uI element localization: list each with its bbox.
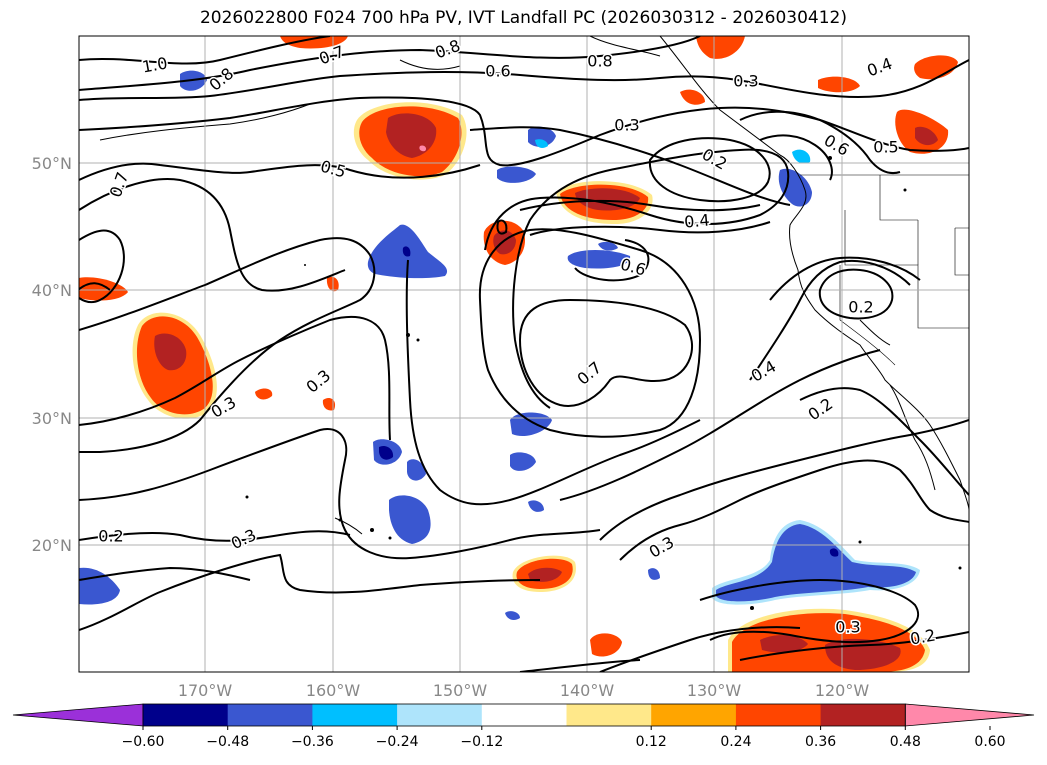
map-layers [79,36,969,672]
pv-negative-region [497,166,536,183]
pv-positive-region [322,398,336,411]
contour-label: 0.3 [733,72,758,91]
colorbar-outline [142,703,906,727]
colorbar-tick-label: −0.36 [291,734,334,750]
lon-tick-label: 140°W [560,681,615,700]
pv-positive-region [154,333,187,371]
colorbar-tick-label: 0.24 [720,734,751,750]
pv-negative-region [778,168,812,207]
contour-label: 0.5 [873,138,898,157]
lon-tick-label: 160°W [306,681,361,700]
colorbar [12,703,1035,727]
colorbar-segment [820,704,906,726]
pv-negative-region [792,149,811,164]
contour-label: 0.6 [485,62,510,81]
pv-positive-region [419,145,427,152]
contour-label: 0.2 [98,527,123,546]
pv-negative-region [598,241,618,251]
pv-negative-region [510,452,536,471]
pv-positive-region [575,188,640,211]
lon-tick-label: 150°W [433,681,488,700]
colorbar-tick-label: 0.36 [805,734,836,750]
pv-positive-region [255,388,273,400]
lon-tick-label: 170°W [178,681,233,700]
pv-positive-region [590,633,622,657]
colorbar-extend-low [12,703,144,727]
pv-negative-region [829,548,839,557]
pv-positive-region [818,76,860,93]
map-frame [78,35,970,673]
pv-negative-region [407,459,426,481]
pv-negative-region [402,246,411,257]
colorbar-segment [397,704,483,726]
latitude-labels: 50°N 40°N 30°N 20°N [32,154,72,555]
pv-negative-region [648,568,660,580]
lat-tick-label: 40°N [32,281,72,300]
lat-tick-label: 50°N [32,154,72,173]
colorbar-segment [735,704,822,726]
colorbar-tick-label: 0.48 [890,734,921,750]
coastlines [99,36,969,672]
contour-label: 0.3 [835,618,860,637]
colorbar-segment [481,704,567,726]
colorbar-tick-label: −0.60 [122,734,165,750]
pv-negative-region [505,611,520,621]
contour-label: 0.3 [614,116,639,135]
colorbar-tick-label: 0.60 [974,734,1005,750]
colorbar-segment [227,704,313,726]
colorbar-tick-label: −0.48 [206,734,249,750]
map-title: 2026022800 F024 700 hPa PV, IVT Landfall… [199,8,847,28]
pv-negative-region [528,126,556,147]
pv-negative-region [716,524,916,602]
state-borders [800,174,969,366]
colorbar-tick-labels: −0.60 −0.48 −0.36 −0.24 −0.12 0.12 0.24 0.36 0.4… [122,726,1006,750]
lat-tick-label: 30°N [32,409,72,428]
lon-tick-label: 120°W [815,681,870,700]
contour-label: 0.2 [848,298,873,317]
colorbar-segment [143,704,229,726]
pv-negative-region [79,567,120,605]
pv-negative-region [567,250,631,269]
pv-negative-region [379,446,394,460]
colorbar-segment [312,704,398,726]
pv-positive-region [696,36,745,59]
colorbar-segment [651,704,737,726]
pv-negative-region [535,139,548,148]
colorbar-tick-label: −0.12 [460,734,503,750]
pv-positive-region [760,635,808,653]
pv-negative-region [389,495,431,544]
colorbar-segment [566,704,652,726]
colorbar-tick-label: 0.12 [636,734,667,750]
contour-label: 0.8 [587,52,612,71]
lat-tick-label: 20°N [32,536,72,555]
longitude-labels: 170°W 160°W 150°W 140°W 130°W 120°W [178,681,870,700]
pv-negative-region [528,500,544,512]
contour-label: 0.4 [683,210,710,231]
colorbar-tick-label: −0.24 [376,734,419,750]
pv-positive-region [680,89,705,105]
colorbar-extend-high [904,703,1035,727]
pv-positive-region [280,36,348,49]
ivt-contours [79,36,969,672]
lon-tick-label: 130°W [687,681,742,700]
pv-positive-region [915,126,938,146]
pv-positive-region [528,567,562,582]
